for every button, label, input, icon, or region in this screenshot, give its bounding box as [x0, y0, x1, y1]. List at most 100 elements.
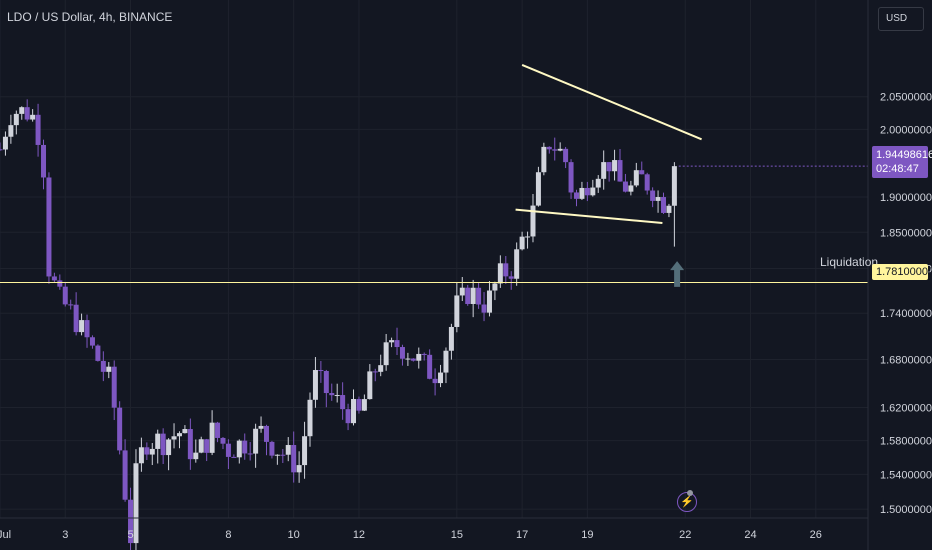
candle-body — [557, 148, 563, 151]
candle-body — [155, 433, 161, 449]
candle-body — [617, 160, 623, 182]
candle-body — [356, 399, 362, 411]
last-price: 1.94498616 — [876, 149, 932, 161]
candle-body — [176, 433, 182, 437]
symbol-title[interactable]: LDO / US Dollar, 4h, BINANCE — [7, 10, 173, 24]
candle-body — [128, 499, 134, 544]
candle-body — [302, 436, 308, 466]
candle-body — [584, 187, 590, 196]
candle-body — [573, 192, 579, 199]
candle-body — [389, 340, 395, 343]
grid — [0, 0, 868, 518]
candle-body — [661, 197, 667, 213]
y-tick-label: 2.05000000 — [880, 92, 932, 104]
candle-body — [563, 148, 569, 163]
candle-body — [454, 295, 460, 327]
candle-body — [514, 249, 520, 279]
candle-body — [247, 453, 253, 455]
candle-body — [62, 286, 68, 305]
x-tick-label: 17 — [516, 529, 528, 541]
candle-body — [546, 146, 552, 150]
x-tick-label: Jul — [0, 529, 11, 541]
candle-body — [378, 365, 384, 372]
candle-body — [323, 370, 329, 394]
candle-body — [318, 370, 324, 372]
x-tick-label: 8 — [225, 529, 231, 541]
overlays — [0, 63, 868, 287]
candle-body — [334, 395, 340, 397]
candle-body — [84, 320, 90, 338]
y-tick-label: 1.85000000 — [880, 227, 932, 239]
candle-body — [432, 378, 438, 384]
candle-body — [57, 280, 63, 287]
candle-body — [73, 304, 79, 333]
candle-body — [601, 162, 607, 179]
candle-body — [117, 407, 123, 451]
x-tick-label: 12 — [353, 529, 365, 541]
candle-body — [666, 205, 672, 213]
candle-body — [122, 450, 128, 500]
candle-body — [503, 263, 509, 277]
candle-body — [410, 358, 416, 361]
currency-button[interactable]: USD — [878, 7, 924, 31]
candle-body — [269, 441, 275, 456]
candle-body — [345, 409, 351, 424]
candle-body — [51, 276, 57, 281]
y-tick-label: 1.54000000 — [880, 469, 932, 481]
candle-body — [470, 287, 476, 304]
candle-body — [144, 447, 150, 455]
candle-body — [24, 107, 30, 120]
candle-body — [312, 370, 318, 400]
candle-body — [361, 399, 367, 411]
liquidation-label: Liquidation — [820, 255, 879, 269]
candle-body — [13, 113, 19, 126]
candle-body — [160, 433, 166, 456]
candle-body — [220, 437, 226, 444]
candle-body — [438, 372, 444, 384]
candle-body — [650, 190, 656, 201]
y-tick-label: 1.90000000 — [880, 192, 932, 204]
candle-body — [541, 146, 547, 173]
candle-body — [416, 353, 422, 361]
candle-body — [138, 447, 144, 464]
candles — [0, 99, 677, 550]
candle-body — [35, 114, 41, 145]
candle-body — [182, 429, 188, 434]
candle-body — [568, 162, 574, 193]
x-tick-label: 19 — [581, 529, 593, 541]
candle-body — [612, 160, 618, 172]
candle-body — [535, 172, 541, 206]
candle-body — [0, 149, 3, 151]
candle-body — [46, 177, 52, 277]
candle-body — [372, 371, 378, 373]
candle-body — [481, 304, 487, 313]
candle-body — [383, 342, 389, 366]
candle-body — [79, 320, 85, 333]
candle-body — [133, 463, 139, 544]
candle-body — [171, 436, 177, 440]
y-tick-label: 1.62000000 — [880, 403, 932, 415]
candle-body — [274, 454, 280, 456]
y-tick-label: 1.68000000 — [880, 355, 932, 367]
candle-body — [204, 439, 210, 453]
candle-body — [215, 422, 221, 438]
candle-body — [329, 393, 335, 396]
candle-body — [149, 448, 155, 455]
candle-body — [497, 263, 503, 284]
candle-body — [231, 456, 237, 458]
up-arrow-icon — [670, 261, 685, 287]
trendline — [515, 208, 663, 225]
candle-body — [552, 149, 558, 151]
x-tick-label: 15 — [451, 529, 463, 541]
candle-body — [427, 354, 433, 379]
candle-body — [285, 445, 291, 455]
candle-body — [296, 465, 302, 473]
candle-body — [225, 443, 231, 457]
candle-body — [622, 181, 628, 192]
candle-body — [639, 170, 645, 175]
candle-body — [111, 366, 117, 408]
candle-body — [519, 236, 525, 250]
candle-body — [30, 114, 36, 120]
candle-body — [106, 366, 112, 372]
